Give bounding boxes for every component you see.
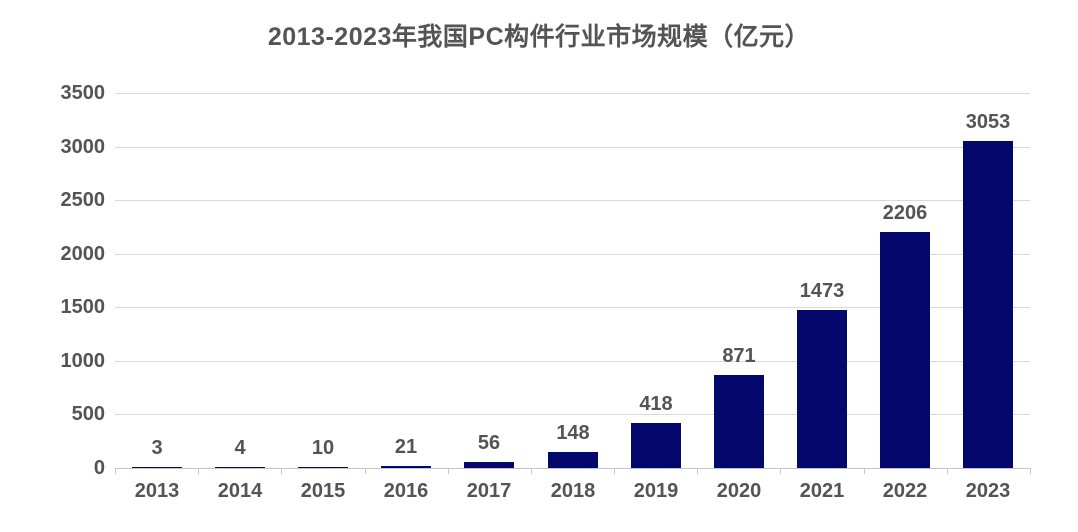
x-tick-label: 2016 <box>383 480 429 502</box>
axis-tick <box>1030 468 1031 474</box>
x-tick-label: 2021 <box>799 480 845 502</box>
bar-value-label: 871 <box>722 345 756 367</box>
x-tick-label: 2014 <box>217 480 263 502</box>
bar-value-label: 21 <box>394 436 418 458</box>
axis-tick <box>780 468 781 474</box>
bar-value-label: 10 <box>311 437 335 459</box>
axis-tick <box>448 468 449 474</box>
bar <box>797 310 847 468</box>
gridline <box>115 147 1030 148</box>
x-axis-line <box>115 468 1030 469</box>
bar-value-label: 418 <box>639 393 673 415</box>
bar-value-label: 2206 <box>882 202 928 224</box>
axis-tick <box>115 468 116 474</box>
x-tick-label: 2015 <box>300 480 346 502</box>
axis-tick <box>281 468 282 474</box>
axis-tick <box>365 468 366 474</box>
gridline <box>115 307 1030 308</box>
bar-value-label: 4 <box>234 437 246 459</box>
y-tick-label: 3500 <box>60 82 106 104</box>
gridline <box>115 414 1030 415</box>
bar <box>464 462 514 468</box>
gridline <box>115 200 1030 201</box>
bar <box>298 466 348 468</box>
x-tick-label: 2017 <box>466 480 512 502</box>
bar <box>880 231 930 468</box>
x-tick-label: 2013 <box>134 480 180 502</box>
gridline <box>115 93 1030 94</box>
bar <box>714 374 764 468</box>
axis-tick <box>947 468 948 474</box>
bar-value-label: 148 <box>556 422 590 444</box>
bar-value-label: 56 <box>477 432 501 454</box>
axis-tick <box>697 468 698 474</box>
y-tick-label: 1500 <box>60 296 106 318</box>
bar <box>548 452 598 468</box>
y-tick-label: 3000 <box>60 136 106 158</box>
bar-value-label: 1473 <box>799 280 845 302</box>
gridline <box>115 361 1030 362</box>
y-tick-label: 500 <box>71 403 105 425</box>
bar <box>963 140 1013 468</box>
x-tick-label: 2019 <box>633 480 679 502</box>
chart-title: 2013-2023年我国PC构件行业市场规模（亿元） <box>267 23 811 51</box>
y-tick-label: 2500 <box>60 189 106 211</box>
bar <box>132 466 182 468</box>
x-tick-label: 2020 <box>716 480 762 502</box>
axis-tick <box>864 468 865 474</box>
axis-tick <box>198 468 199 474</box>
gridline <box>115 254 1030 255</box>
bar <box>215 466 265 468</box>
x-tick-label: 2018 <box>550 480 596 502</box>
bar-value-label: 3053 <box>965 111 1011 133</box>
x-tick-label: 2023 <box>965 480 1011 502</box>
bar-value-label: 3 <box>151 437 163 459</box>
axis-tick <box>614 468 615 474</box>
x-tick-label: 2022 <box>882 480 928 502</box>
axis-tick <box>531 468 532 474</box>
bar <box>631 423 681 468</box>
y-tick-label: 1000 <box>60 350 106 372</box>
y-tick-label: 2000 <box>60 243 106 265</box>
bar <box>381 465 431 468</box>
y-tick-label: 0 <box>93 457 105 479</box>
